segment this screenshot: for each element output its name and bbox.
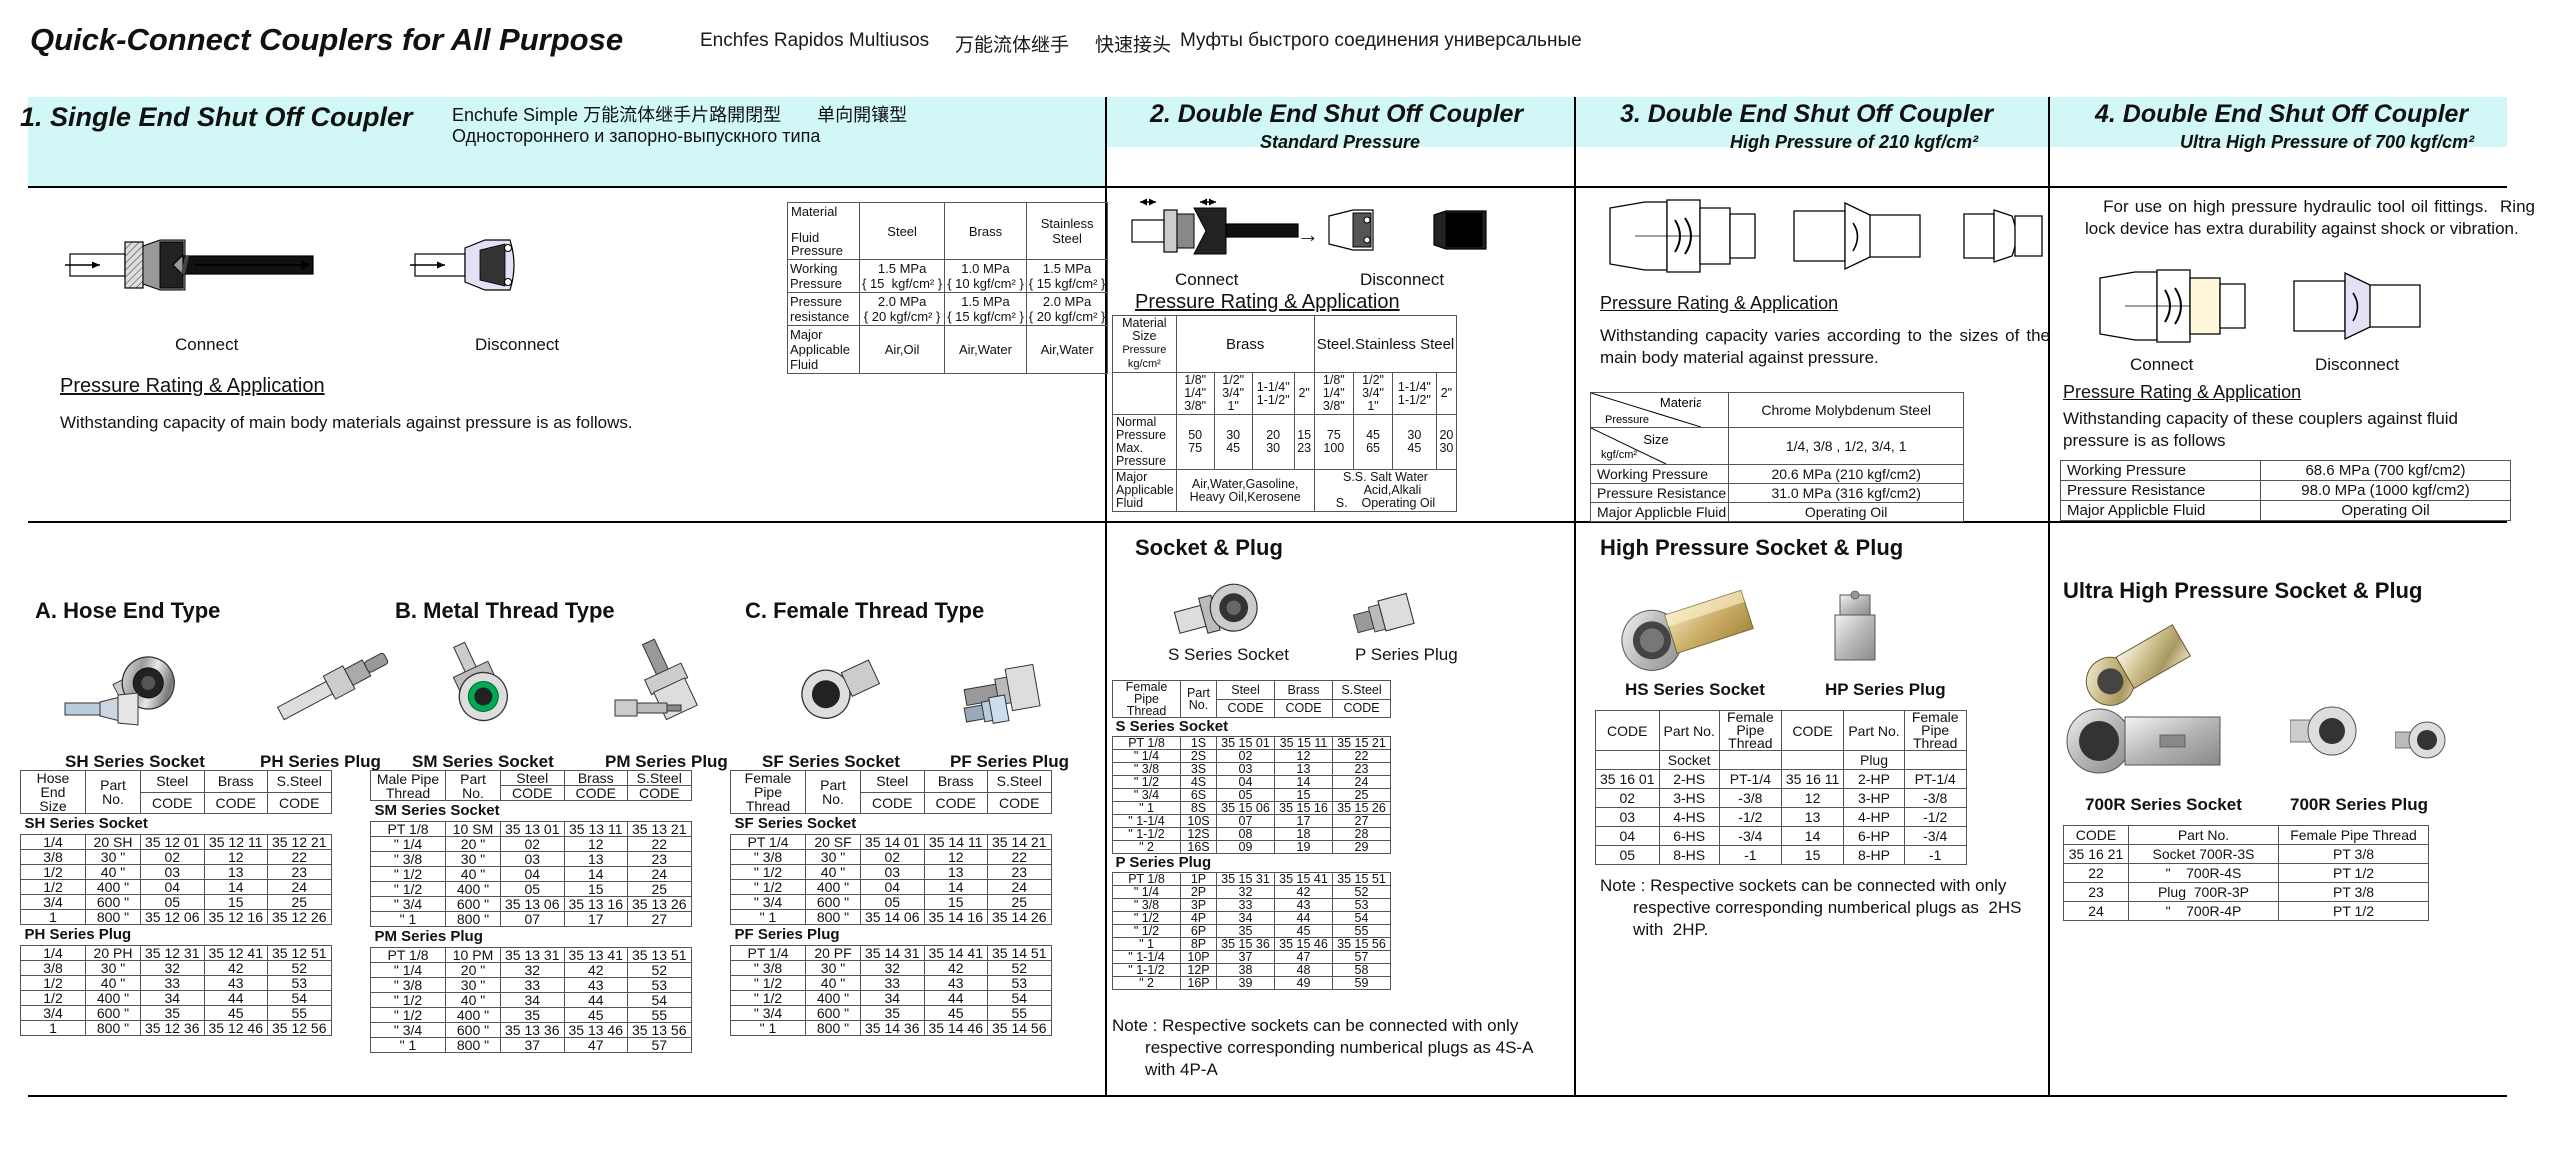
svg-text:Pressure: Pressure — [1605, 414, 1649, 426]
svg-text:kgf/cm²: kgf/cm² — [1601, 449, 1637, 461]
svg-text:Size: Size — [1643, 432, 1668, 447]
svg-text:Material: Material — [1660, 395, 1701, 410]
